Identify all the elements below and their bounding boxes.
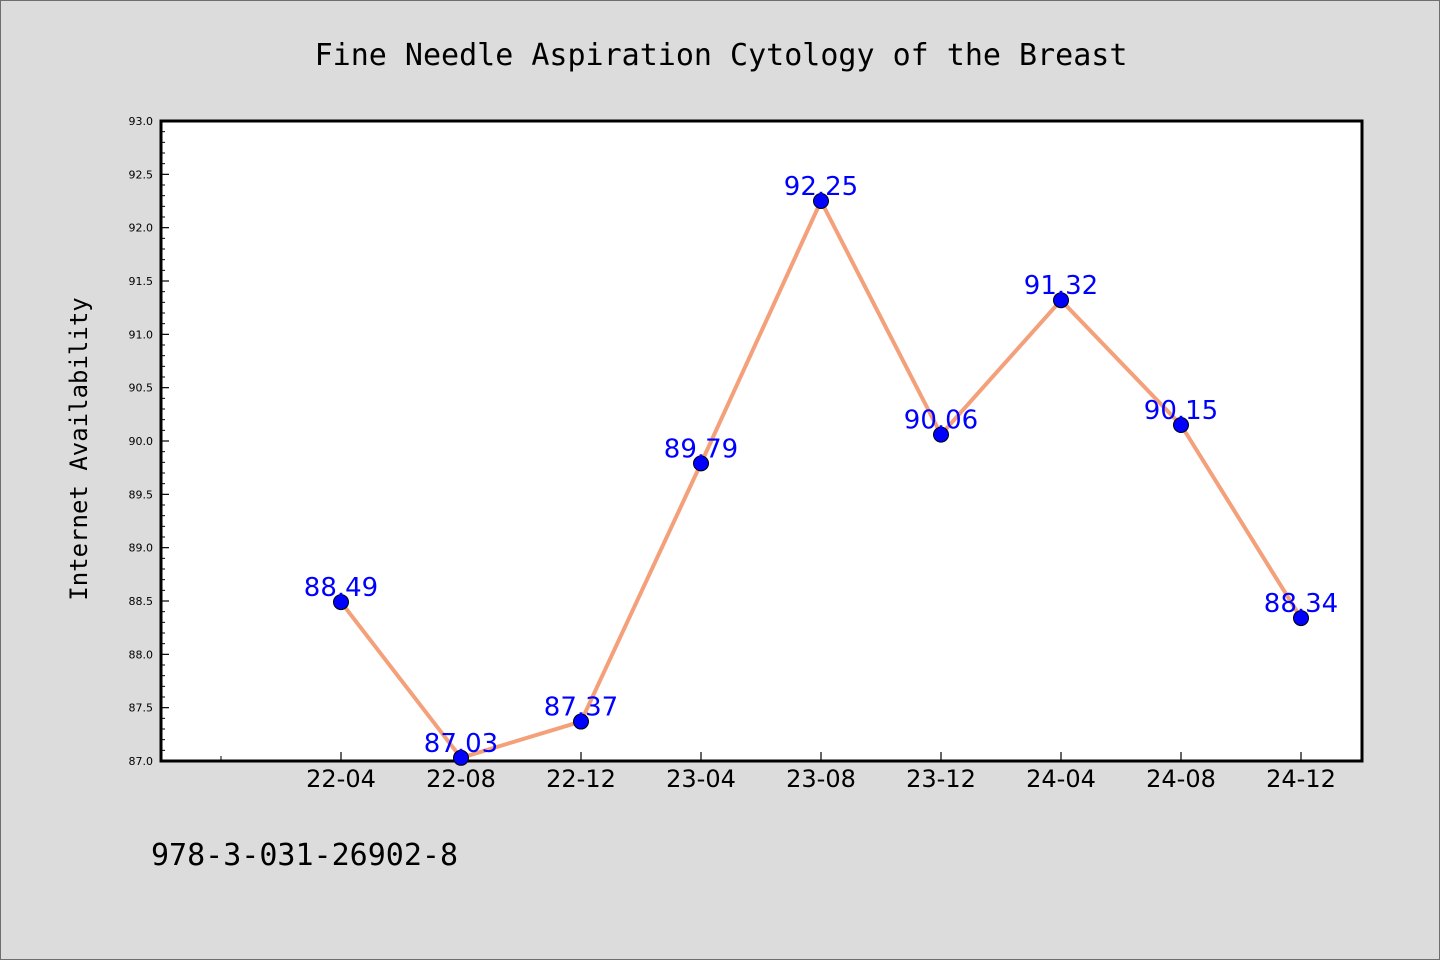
- x-tick-label: 23-04: [666, 765, 736, 793]
- y-tick-label: 92.0: [129, 222, 154, 235]
- data-label: 92.25: [784, 172, 858, 202]
- series-marker: [933, 426, 949, 443]
- y-tick-label: 89.0: [129, 542, 154, 555]
- x-tick-labels: 22-04 22-08 22-12 23-04 23-08 23-12 24-04 24-08…: [306, 765, 1336, 793]
- x-tick-label: 24-12: [1266, 765, 1336, 793]
- y-minor-ticks: [161, 131, 165, 751]
- series-marker: [813, 193, 829, 209]
- data-label: 90.15: [1144, 396, 1218, 426]
- x-tick-label: 22-12: [546, 765, 616, 793]
- y-tick-label: 87.0: [129, 755, 154, 768]
- series-marker: [1053, 292, 1069, 309]
- x-tick-label: 23-12: [906, 765, 976, 793]
- y-tick-label: 91.0: [129, 328, 154, 341]
- y-tick-label: 90.5: [129, 382, 154, 395]
- x-tick-label: 24-08: [1146, 765, 1216, 793]
- data-label: 91.32: [1024, 271, 1098, 301]
- data-label: 87.03: [424, 729, 498, 759]
- x-ticks: [220, 752, 1302, 761]
- series-marker: [1173, 417, 1189, 433]
- y-axis-label: Internet Availability: [65, 297, 93, 600]
- y-tick-label: 92.5: [129, 168, 154, 181]
- data-label: 89.79: [664, 434, 738, 464]
- y-tick-label: 89.5: [129, 488, 154, 501]
- y-tick-label: 88.0: [129, 648, 154, 661]
- x-tick-label: 22-04: [306, 765, 376, 793]
- data-label: 90.06: [904, 406, 978, 436]
- x-axis: 22-04 22-08 22-12 23-04 23-08 23-12 24-04 24-08…: [220, 752, 1336, 793]
- x-tick-label: 24-04: [1026, 765, 1096, 793]
- series-marker: [333, 594, 349, 611]
- series-markers: [333, 193, 1309, 766]
- chart-title: Fine Needle Aspiration Cytology of the B…: [315, 38, 1128, 73]
- y-axis: 87.0 87.5 88.0 88.5 89.0 89.5 90.0 90.5 91.0 91.5…: [129, 115, 169, 768]
- x-tick-label: 22-08: [426, 765, 496, 793]
- y-tick-label: 91.5: [129, 275, 154, 288]
- y-tick-labels: 87.0 87.5 88.0 88.5 89.0 89.5 90.0 90.5 91.0 91.5…: [129, 115, 154, 768]
- series-marker: [573, 713, 589, 730]
- y-major-ticks: [161, 120, 169, 762]
- series-marker: [453, 749, 469, 766]
- y-tick-label: 93.0: [129, 115, 154, 128]
- series-marker: [1293, 610, 1309, 627]
- y-tick-label: 88.5: [129, 595, 154, 608]
- series-marker: [693, 455, 709, 472]
- y-tick-label: 87.5: [129, 702, 154, 715]
- data-labels: 88.49 87.03 87.37 89.79 92.25 90.06 91.32 90.15…: [304, 172, 1338, 759]
- y-tick-label: 90.0: [129, 435, 154, 448]
- x-tick-label: 23-08: [786, 765, 856, 793]
- data-label: 88.34: [1264, 589, 1338, 619]
- data-label: 87.37: [544, 693, 618, 723]
- footer-text: 978-3-031-26902-8: [151, 838, 458, 873]
- plot-area: [159, 119, 1364, 763]
- data-label: 88.49: [304, 573, 378, 603]
